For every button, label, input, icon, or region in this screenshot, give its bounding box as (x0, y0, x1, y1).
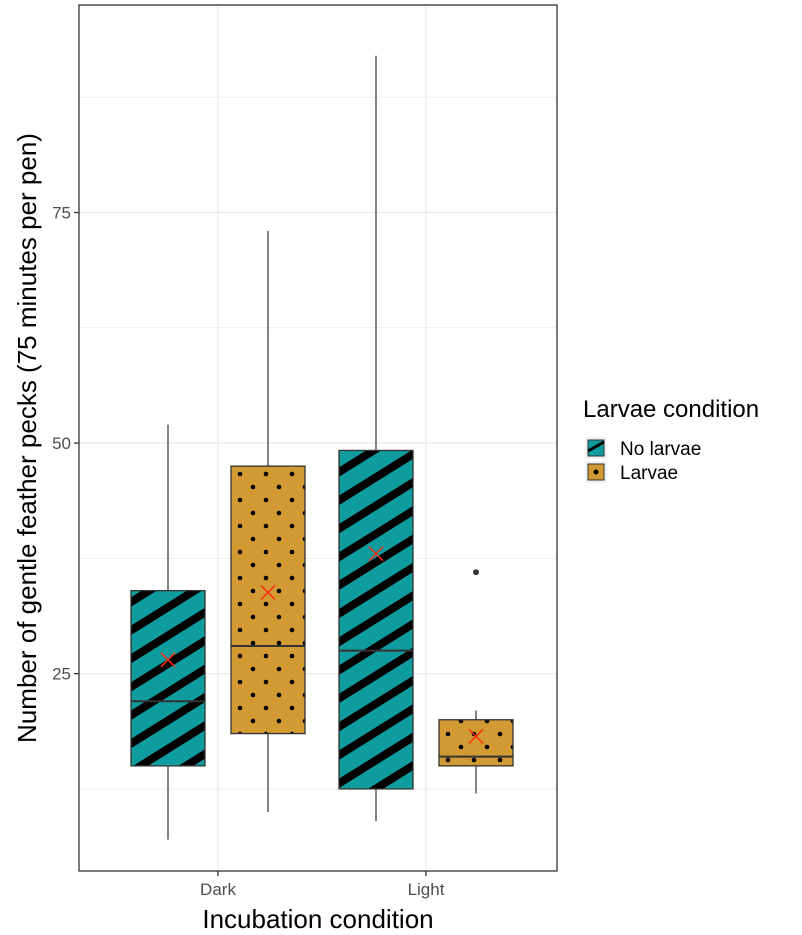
box-larvae-light (438, 569, 514, 794)
box-body (438, 719, 514, 767)
mean-marker (468, 728, 484, 744)
legend-stripe (587, 440, 605, 453)
legend-item-larvae: Larvae (585, 461, 678, 484)
y-tick-label: 25 (52, 665, 71, 684)
box-no-larvae-dark (130, 424, 206, 840)
legend-item-no-larvae: No larvae (585, 437, 701, 460)
box-body (338, 449, 414, 790)
plot-area (130, 55, 514, 840)
mean-marker (368, 546, 384, 562)
outlier-point (473, 569, 479, 576)
box-body (230, 465, 306, 735)
legend: Larvae condition No larvae Larvae (583, 396, 759, 484)
box-larvae-dark (230, 230, 306, 812)
y-tick-label: 75 (52, 204, 71, 223)
mean-marker (160, 652, 176, 668)
legend-dot (593, 469, 599, 475)
y-axis-title: Number of gentle feather pecks (75 minut… (12, 133, 42, 743)
panel-border (78, 4, 558, 872)
legend-label: No larvae (620, 439, 701, 460)
legend-title: Larvae condition (583, 396, 759, 423)
y-tick-label: 50 (52, 434, 71, 453)
grid (79, 5, 557, 871)
box-body (130, 589, 206, 767)
x-axis-title: Incubation condition (202, 904, 433, 934)
y-axis: 25 50 75 (52, 204, 79, 684)
x-axis: Dark Light (200, 871, 445, 899)
x-tick-label: Dark (200, 880, 236, 899)
x-tick-label: Light (408, 880, 445, 899)
legend-label: Larvae (620, 463, 678, 484)
mean-marker (260, 584, 276, 601)
box-no-larvae-light (338, 55, 414, 822)
